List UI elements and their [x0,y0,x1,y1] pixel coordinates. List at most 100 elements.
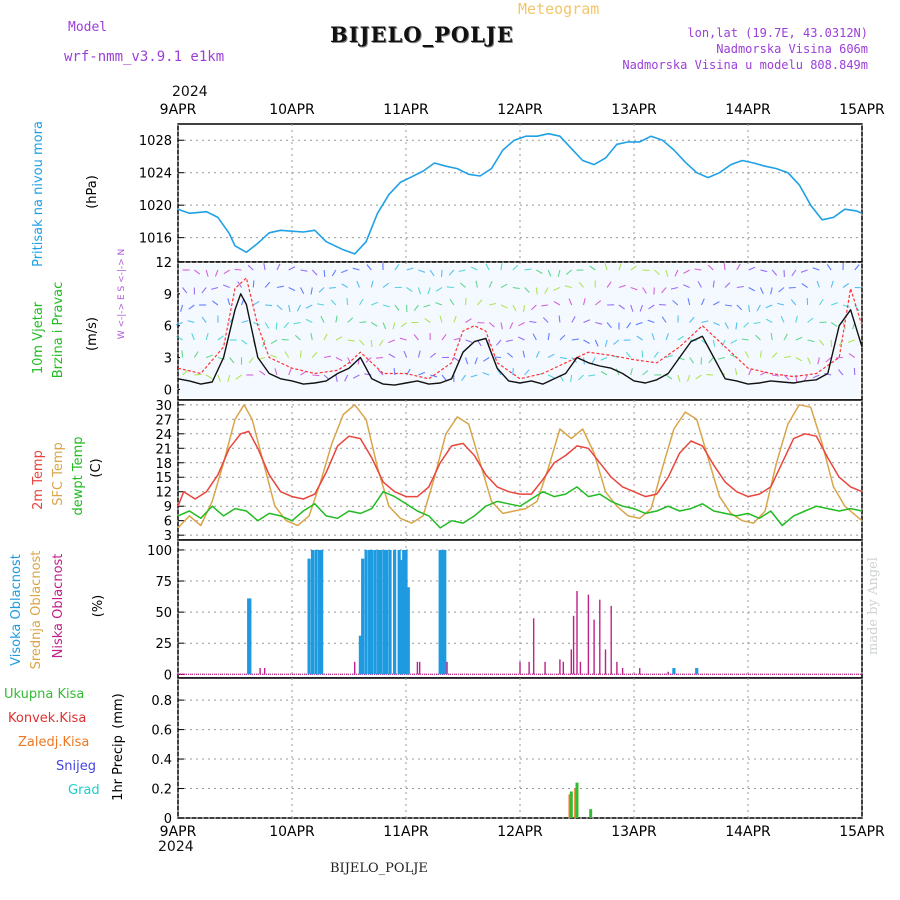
wind-barb [495,339,502,346]
wind-barb [265,304,273,307]
year-top: 2024 [172,84,208,100]
year-bottom: 2024 [158,839,194,855]
wind-barb [388,353,396,358]
wind-barb [721,339,726,347]
wind-barb [227,298,231,306]
total-rain-bar [575,782,579,818]
wind-barb [594,339,599,347]
wind-barb [288,368,292,376]
high-cloud-bar [443,549,447,675]
wind-barb [382,282,389,288]
x-tick-label-bottom: 12APR [497,824,543,840]
x-tick-label-top: 9APR [160,102,197,118]
model-label: Model [68,20,108,35]
wind-barb [736,263,741,271]
wind-barb [284,351,290,358]
y-tick-label: 0.4 [151,753,172,768]
wind-compass-label: W <-|-> E S <-|-> N [117,249,127,340]
wind-barb [274,368,278,376]
wind-barb [816,280,820,288]
wind-barb [461,374,467,382]
low-cloud-bar [572,615,575,675]
wind-barb [413,334,419,341]
wind-barb [759,350,762,358]
wind-barb [441,333,447,341]
low-cloud-bar [519,661,521,675]
wind-barb [651,333,655,341]
wind-barb [564,285,572,289]
wind-barb [760,269,768,273]
wind-barb [417,350,421,358]
wind-barb [772,374,780,377]
model-name: wrf-nmm_v3.9.1 e1km [64,49,225,65]
wind-barb [547,353,555,358]
wind-barb [182,287,188,294]
wind-barb [283,322,290,329]
wind-barb [653,269,660,275]
wind-barb [847,339,855,343]
wind-barb [778,287,785,293]
wind-barb [559,334,566,341]
high-cloud-bar [672,668,676,675]
panel-frame-2 [177,399,863,541]
y-tick-label: 0.2 [151,783,172,798]
wind-barb [429,269,435,277]
high-cloud-bar [307,558,311,675]
low-cloud-bar [354,661,356,675]
wind-barb [449,298,455,306]
wind-barb [476,299,483,306]
wind-barb [182,369,189,376]
wind-barb [604,263,608,271]
wind-barb [770,333,773,341]
wind-barb [571,338,579,341]
wind-barb [547,374,555,379]
wind-barb [448,269,455,276]
wind-barb [630,265,637,271]
wind-barb [524,369,530,376]
high-cloud-bar [695,668,699,675]
wind-barb [188,304,195,310]
y-tick-label: 12 [155,486,172,501]
wind-barb [541,304,549,307]
wind-barb [214,269,219,277]
wind-barb [400,322,407,328]
wind-speed-line [177,293,863,386]
wind-barb [465,357,469,365]
low-cloud-bar [604,649,607,675]
y-tick-label: 21 [155,442,172,457]
wind-barb [477,321,485,324]
low-cloud-bar [532,618,535,675]
sfc-temp-line [177,404,863,529]
wind-barb [493,356,502,359]
wind-barb [483,357,490,362]
wind-barb [346,297,349,306]
x-tick-label-top: 14APR [725,102,771,118]
x-tick-label-bottom: 14APR [725,824,771,840]
wind-barb [647,319,655,324]
wind-barb [818,339,825,346]
wind-barb [571,316,576,323]
wind-barb [686,374,691,382]
wind-barb [530,304,537,311]
wind-barb [376,356,384,359]
wind-barb [618,304,625,310]
wind-barb [613,339,620,345]
wind-barb [234,268,242,271]
wind-barb [393,367,396,376]
wind-barb [263,262,266,271]
wind-barb [600,356,608,361]
pressure-axis-label: Pritisak na nivou mora [31,121,46,267]
wind-barb [439,315,443,323]
total-rain-bar [589,809,593,818]
wind-barb [275,322,278,330]
wind-barb [625,351,632,358]
cloud-axis-label-2: Srednja Oblacnost [29,551,44,670]
wind-barb [578,281,584,288]
wind-barb [288,287,296,292]
wind-barb [790,299,797,306]
wind-barb [630,286,638,291]
wind-barb [741,338,749,341]
wind-barb [665,354,673,359]
wind-barb [683,269,690,274]
wind-barb [288,266,296,271]
